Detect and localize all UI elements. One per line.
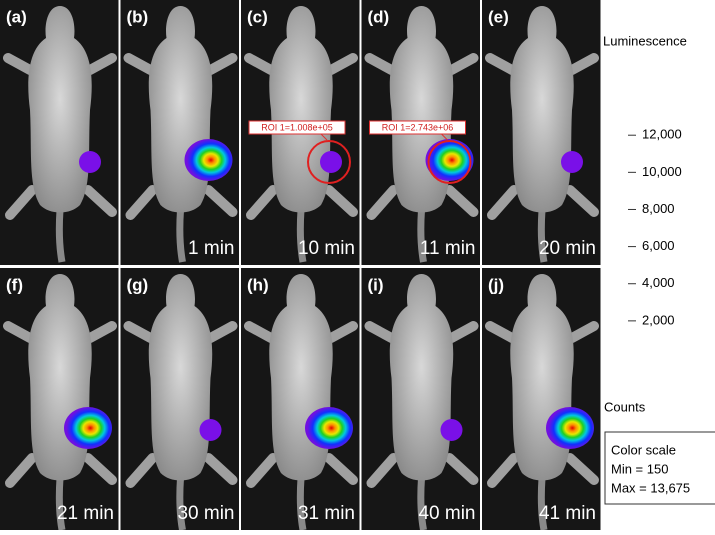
- tick-label: 2,000: [642, 312, 675, 327]
- time-label: 41 min: [539, 503, 596, 524]
- panel: (a): [0, 0, 119, 265]
- time-label: 11 min: [420, 238, 476, 259]
- tick-label: 6,000: [642, 238, 675, 253]
- luminescence: [185, 139, 233, 181]
- panels: (a) (b) 1 min (c) 10 min ROI 1=1.008e+05 (d) 11…: [0, 0, 601, 530]
- roi-label: ROI 1=1.008e+05: [261, 122, 333, 132]
- panel-label: (a): [6, 7, 27, 26]
- luminescence: [200, 419, 222, 441]
- panel: (c) 10 min ROI 1=1.008e+05: [241, 0, 360, 265]
- panel-label: (b): [127, 7, 149, 26]
- panel: (b) 1 min: [121, 0, 240, 265]
- figure: (a) (b) 1 min (c) 10 min ROI 1=1.008e+05 (d) 11…: [0, 0, 715, 530]
- time-label: 1 min: [188, 238, 234, 259]
- panel: (d) 11 min ROI 1=2.743e+06: [362, 0, 481, 265]
- panel-label: (d): [368, 7, 390, 26]
- colorbar-ticks: 2,000 4,000 6,000 8,000 10,000 12,000: [628, 127, 682, 328]
- tick-label: 10,000: [642, 164, 682, 179]
- time-label: 21 min: [57, 503, 114, 524]
- panel-label: (e): [488, 7, 509, 26]
- panel-label: (f): [6, 275, 23, 294]
- luminescence: [64, 407, 112, 449]
- panel-label: (h): [247, 275, 269, 294]
- luminescence: [546, 407, 594, 449]
- luminescence: [320, 151, 342, 173]
- panel-label: (i): [368, 275, 384, 294]
- colorbar-unit: Counts: [604, 399, 646, 414]
- time-label: 10 min: [298, 238, 355, 259]
- luminescence: [79, 151, 101, 173]
- panel: (i) 40 min: [362, 268, 481, 530]
- panel-label: (c): [247, 7, 268, 26]
- panel: (j) 41 min: [482, 268, 601, 530]
- time-label: 40 min: [418, 503, 475, 524]
- time-label: 31 min: [298, 503, 355, 524]
- mouse-tail: [180, 210, 183, 262]
- mouse-tail: [59, 210, 62, 262]
- luminescence: [561, 151, 583, 173]
- panel: (g) 30 min: [121, 268, 240, 530]
- time-label: 30 min: [177, 503, 234, 524]
- panel: (h) 31 min: [241, 268, 360, 530]
- scale-title: Color scale: [611, 442, 676, 457]
- time-label: 20 min: [539, 238, 596, 259]
- panel-label: (j): [488, 275, 504, 294]
- tick-label: 12,000: [642, 127, 682, 142]
- luminescence: [441, 419, 463, 441]
- panel: (f) 21 min: [0, 268, 119, 530]
- scale-min: Min = 150: [611, 461, 668, 476]
- panel-label: (g): [127, 275, 149, 294]
- roi-label: ROI 1=2.743e+06: [382, 122, 454, 132]
- tick-label: 4,000: [642, 275, 675, 290]
- scale-max: Max = 13,675: [611, 480, 690, 495]
- luminescence: [305, 407, 353, 449]
- panel: (e) 20 min: [482, 0, 601, 265]
- colorbar-title: Luminescence: [603, 33, 687, 48]
- tick-label: 8,000: [642, 201, 675, 216]
